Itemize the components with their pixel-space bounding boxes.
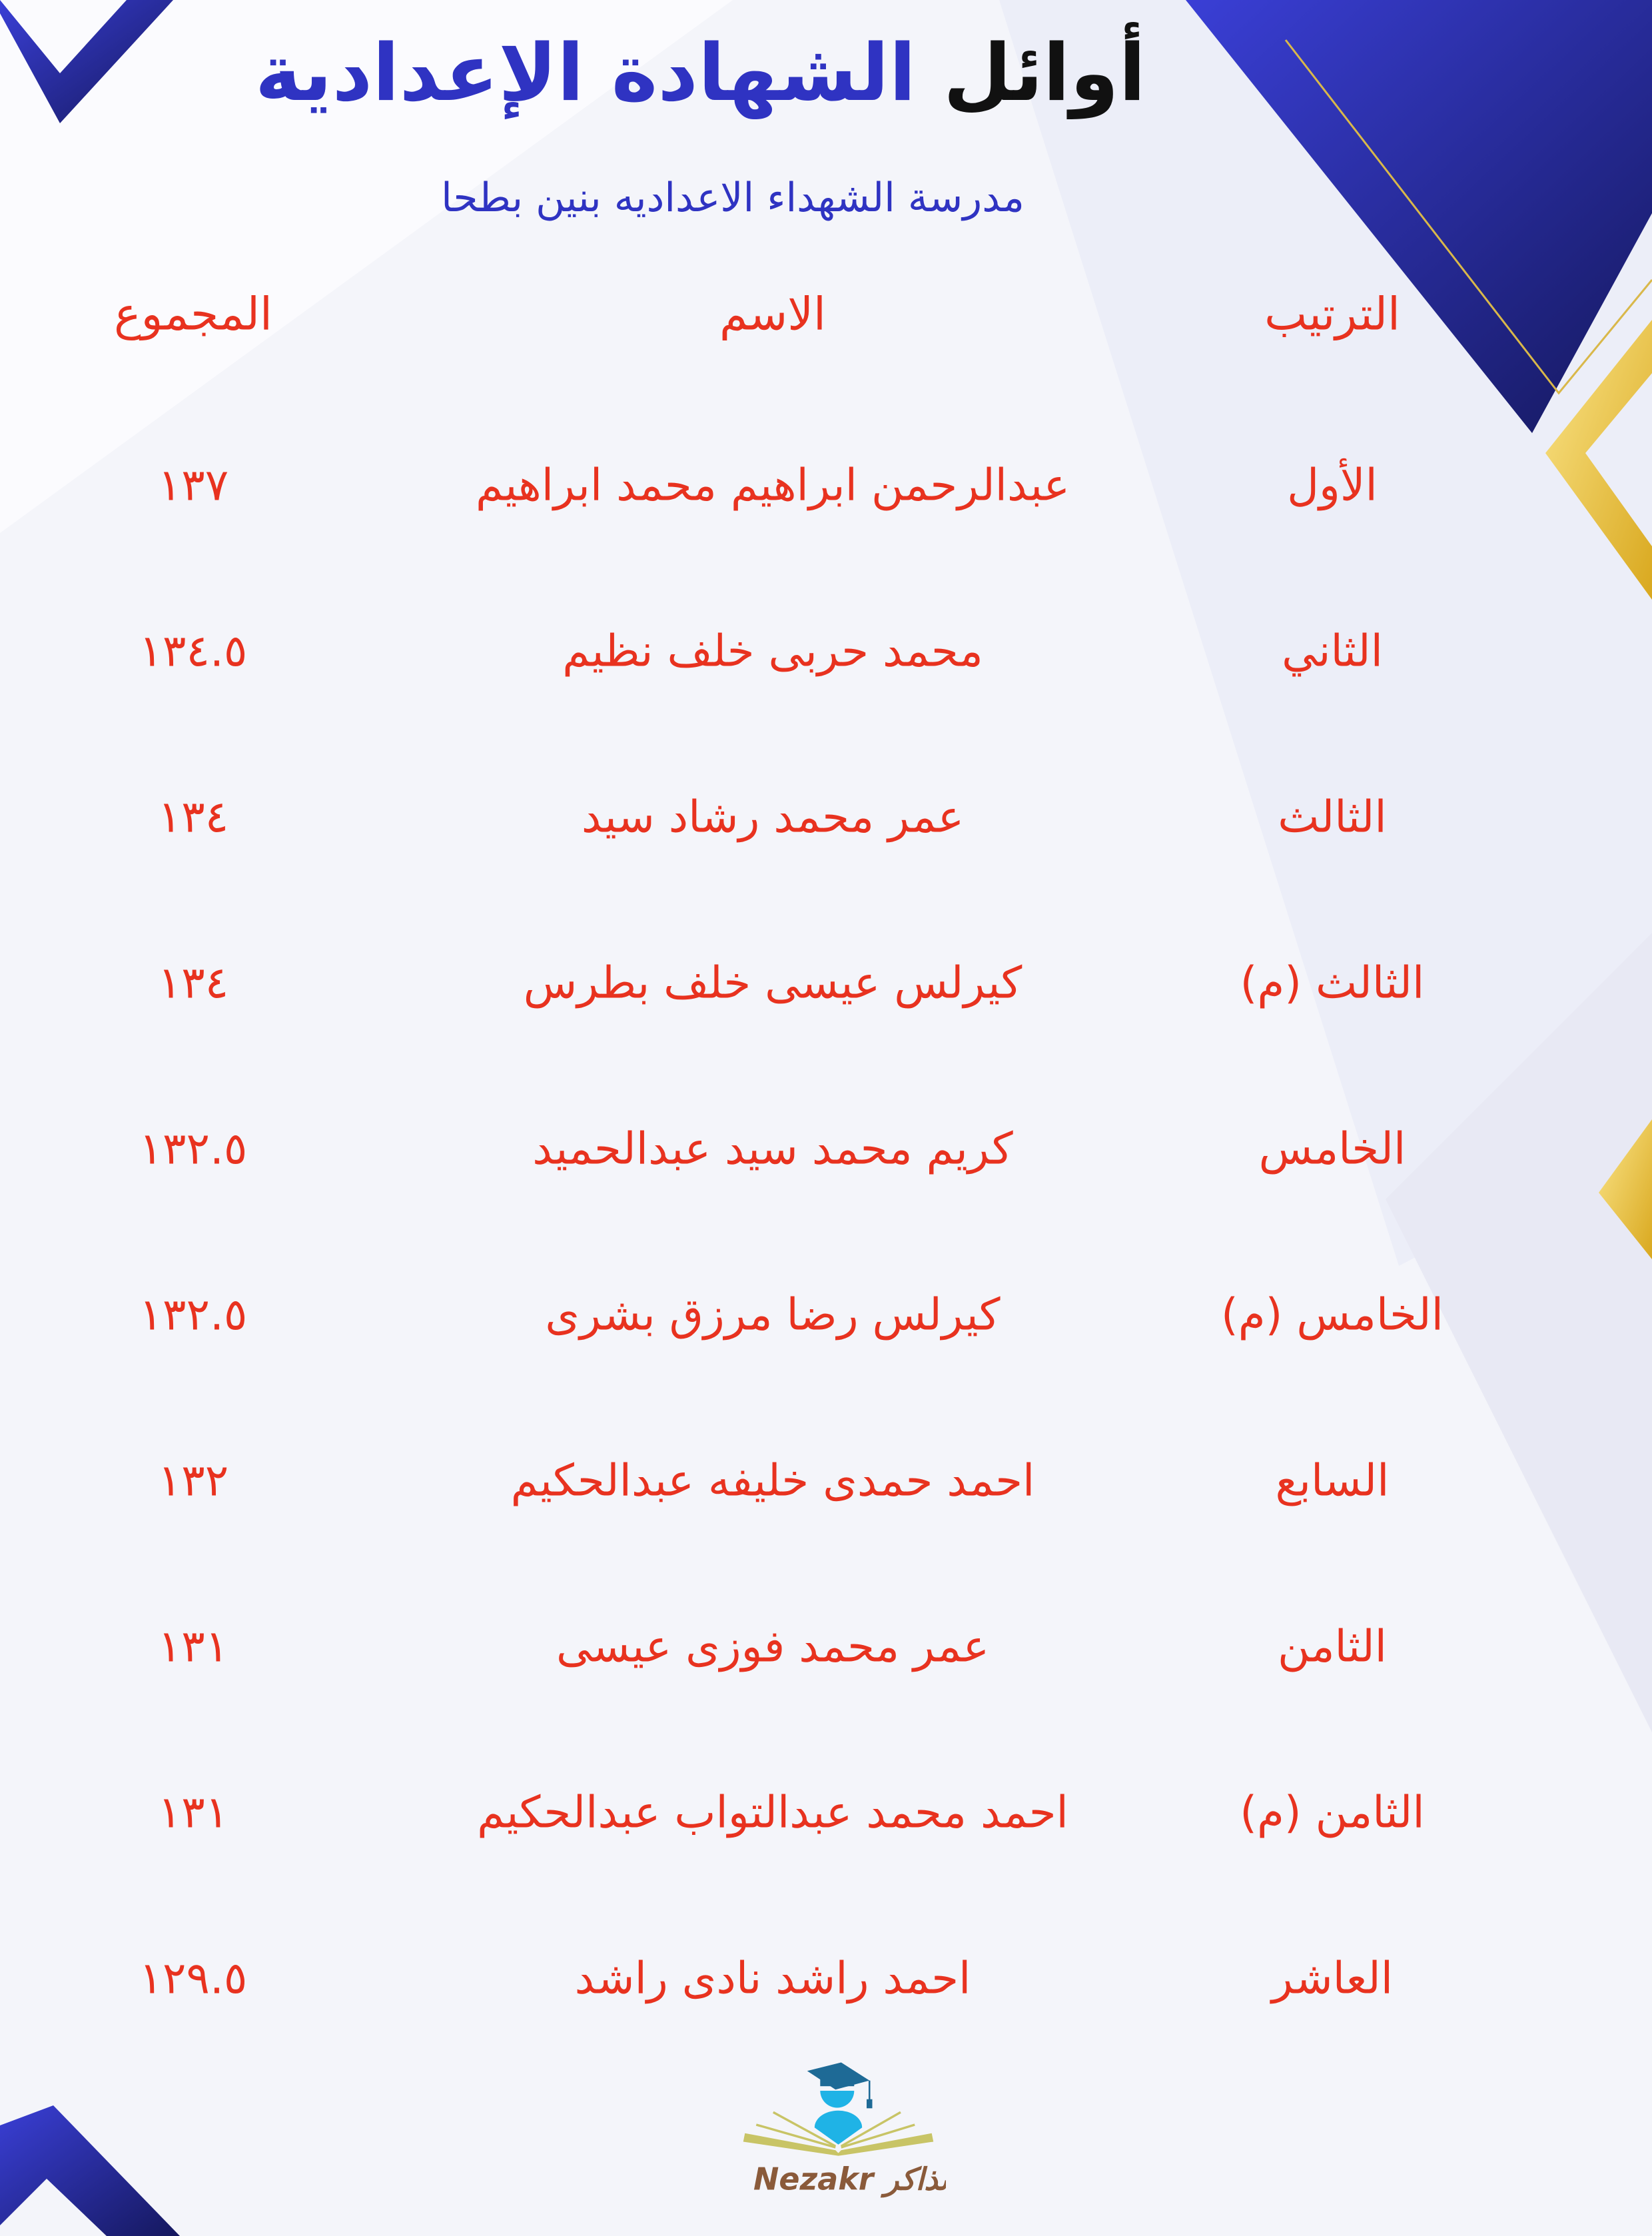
row-8-total: ١٣١ <box>157 1620 229 1672</box>
row-8-name: عمر محمد فوزى عيسى <box>556 1620 989 1672</box>
row-3-name: عمر محمد رشاد سيد <box>581 791 965 843</box>
row-2-total: ١٣٤.٥ <box>139 625 248 677</box>
row-5-rank: الخامس <box>1258 1123 1406 1175</box>
title-part-2: الشهادة الإعدادية <box>254 27 917 119</box>
column-header-total: المجموع <box>114 288 272 341</box>
row-10-rank: العاشر <box>1271 1952 1394 2004</box>
school-name: مدرسة الشهداء الاعداديه بنين بطحا <box>441 175 1025 221</box>
row-4-rank: الثالث (م) <box>1240 957 1425 1009</box>
row-1-rank: الأول <box>1287 459 1378 511</box>
row-8-rank: الثامن <box>1277 1620 1388 1672</box>
row-4-total: ١٣٤ <box>157 957 229 1009</box>
row-1-name: عبدالرحمن ابراهيم محمد ابراهيم <box>476 459 1070 511</box>
row-6-name: كيرلس رضا مرزق بشرى <box>545 1289 1001 1341</box>
row-3-total: ١٣٤ <box>157 791 229 843</box>
row-3-rank: الثالث <box>1278 791 1387 843</box>
row-5-total: ١٣٢.٥ <box>139 1123 248 1175</box>
gold-chevron-mid <box>1599 1119 1652 1259</box>
logo-text: Nezakr نذاكر <box>753 2161 946 2198</box>
row-7-total: ١٣٢ <box>157 1454 229 1506</box>
gold-chevron-top <box>1545 320 1652 600</box>
row-9-rank: الثامن (م) <box>1240 1786 1425 1838</box>
column-header-name: الاسم <box>719 288 826 341</box>
bottom-left-blue-corner <box>0 2105 180 2236</box>
title-part-1: أوائل <box>943 27 1146 119</box>
row-2-rank: الثاني <box>1282 625 1383 677</box>
top-left-blue-chevron <box>0 0 173 123</box>
row-9-total: ١٣١ <box>157 1786 229 1838</box>
row-7-name: احمد حمدى خليفه عبدالحكيم <box>510 1454 1035 1506</box>
row-1-total: ١٣٧ <box>157 459 229 511</box>
row-2-name: محمد حربى خلف نظيم <box>562 625 983 677</box>
nezakr-logo: Nezakr نذاكر <box>743 2062 946 2198</box>
row-7-rank: السابع <box>1275 1454 1390 1506</box>
page-title: أوائل الشهادة الإعدادية <box>255 27 1146 119</box>
row-9-name: احمد محمد عبدالتواب عبدالحكيم <box>477 1786 1068 1838</box>
row-6-rank: الخامس (م) <box>1221 1289 1444 1341</box>
row-6-total: ١٣٢.٥ <box>139 1289 248 1341</box>
row-5-name: كريم محمد سيد عبدالحميد <box>532 1123 1013 1175</box>
top-right-blue-triangle <box>1186 0 1652 433</box>
column-header-rank: الترتيب <box>1264 288 1400 341</box>
row-4-name: كيرلس عيسى خلف بطرس <box>523 957 1023 1009</box>
row-10-name: احمد راشد نادى راشد <box>574 1952 971 2004</box>
row-10-total: ١٢٩.٥ <box>139 1952 248 2004</box>
